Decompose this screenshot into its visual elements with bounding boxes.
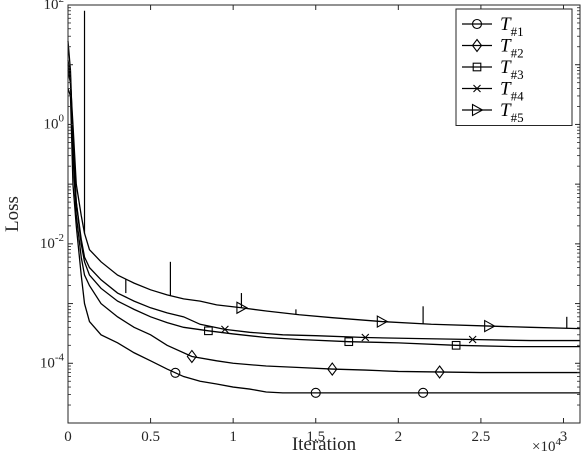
- series-line-t1: [67, 88, 580, 394]
- series-line-t4: [67, 59, 580, 342]
- x-tick-label: 0.5: [141, 429, 160, 445]
- series-markers: [170, 301, 496, 398]
- legend-label-t5: T#5: [500, 100, 524, 125]
- x-tick-label: 1.5: [306, 429, 325, 445]
- series-marker-t5: [376, 315, 389, 328]
- legend-marker-t5: [471, 103, 484, 117]
- y-tick-label: 10-4: [40, 351, 65, 371]
- x-tick-label: 0: [64, 429, 72, 445]
- series-marker-t1: [310, 387, 321, 398]
- legend: T#1T#2T#3T#4T#5: [455, 8, 573, 126]
- x-tick-label: 3: [560, 429, 568, 445]
- y-tick-label: 10-2: [40, 232, 64, 252]
- series-marker-t1: [170, 367, 181, 378]
- series-line-t2: [67, 64, 580, 374]
- legend-label-t1: T#1: [500, 14, 524, 39]
- series-marker-t2: [186, 349, 198, 364]
- legend-label-t3: T#3: [500, 57, 524, 82]
- series-marker-t4: [468, 335, 477, 344]
- y-ticks: 10-4 10-2 100 102: [40, 0, 580, 424]
- x-tick-label: 1: [229, 429, 237, 445]
- series-marker-t5: [484, 319, 496, 333]
- series-marker-t4: [221, 325, 229, 334]
- series-lines: [67, 40, 581, 394]
- series-marker-t1: [418, 387, 429, 398]
- series-marker-t4: [361, 333, 370, 342]
- legend-marker-t3: [472, 62, 482, 72]
- x-axis-title: Iteration: [292, 434, 357, 455]
- legend-label-t2: T#2: [500, 36, 524, 61]
- legend-label-t4: T#4: [500, 79, 524, 104]
- series-marker-t5: [236, 301, 249, 315]
- series-line-t5: [67, 70, 581, 330]
- y-tick-label: 102: [44, 0, 65, 13]
- x-axis-multiplier: ×104: [532, 436, 561, 455]
- series-marker-t2: [327, 362, 338, 376]
- x-ticks: 0 0.5 1 1.5 2 2.5 3: [64, 5, 567, 445]
- legend-marker-t1: [471, 18, 483, 30]
- series-marker-t3: [344, 337, 354, 347]
- series-marker-t2: [434, 365, 445, 379]
- x-tick-label: 2.5: [472, 429, 491, 445]
- legend-marker-t4: [473, 84, 481, 93]
- y-tick-label: 100: [44, 112, 65, 132]
- series-marker-t3: [451, 340, 461, 350]
- plot-frame: [67, 4, 581, 424]
- legend-marker-t2: [471, 38, 483, 53]
- series-marker-t3: [204, 326, 213, 336]
- x-tick-label: 2: [395, 429, 403, 445]
- y-axis-title: Loss: [2, 196, 23, 232]
